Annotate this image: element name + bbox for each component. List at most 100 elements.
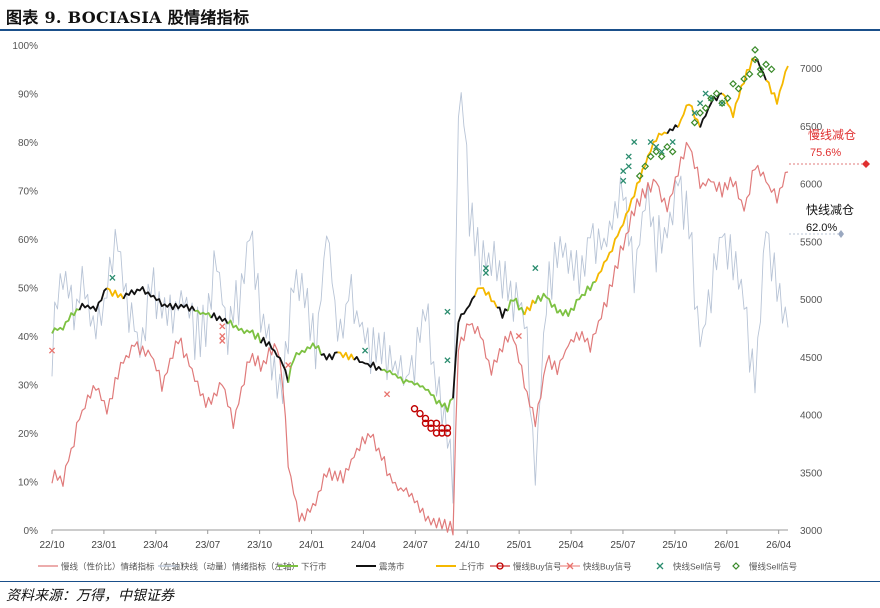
slow-sell-marker — [690, 118, 699, 127]
slow-sentiment-line — [51, 141, 789, 536]
left-tick-label: 40% — [18, 332, 38, 343]
fast-reduce-marker — [838, 230, 844, 238]
index-segment-up — [337, 351, 355, 361]
right-tick-label: 7000 — [800, 64, 823, 75]
sentiment-chart: 0% 10% 20% 30% 40% 50% 60% 70% 80% 90% 100% 3000 35… — [12, 41, 870, 572]
index-segment-range — [320, 351, 338, 361]
left-tick-label: 10% — [18, 478, 38, 489]
x-tick-label: 25/04 — [559, 540, 584, 551]
x-tick-label: 23/10 — [247, 540, 272, 551]
index-segment-up — [765, 65, 789, 105]
fast-sell-marker — [444, 308, 451, 315]
slow-sell-marker — [751, 55, 759, 64]
slow-buy-marker — [432, 419, 441, 427]
slow-sell-marker — [646, 152, 655, 161]
legend-label: 慢线Buy信号 — [513, 562, 562, 572]
index-segment-down — [534, 292, 559, 314]
legend-swatch-marker — [656, 562, 664, 570]
fast-sell-marker — [109, 274, 116, 281]
x-tick-label: 23/01 — [91, 540, 116, 551]
x-tick-label: 23/04 — [143, 540, 168, 551]
fast-sell-marker — [631, 138, 638, 146]
fast-buy-marker — [48, 347, 56, 354]
index-segment-down — [556, 280, 597, 317]
fast-reduce-label: 快线减仓 — [806, 203, 854, 217]
fast-sell-marker — [444, 357, 451, 364]
slow-sell-marker — [751, 46, 759, 54]
index-segment-range — [78, 287, 108, 312]
x-tick-label: 25/07 — [610, 540, 635, 551]
fast-sell-marker — [620, 177, 627, 184]
index-segment-up — [106, 287, 125, 300]
title-divider — [0, 29, 880, 31]
legend-label: 慢线（性价比）情绪指标（左轴） — [61, 562, 189, 572]
legend-label: 快线Sell信号 — [673, 562, 721, 572]
legend-label: 快线（动量）情绪指标（左轴） — [181, 562, 300, 572]
legend-item-fast: 快线（动量）情绪指标（左轴） — [158, 562, 300, 572]
index-segment-down — [381, 368, 454, 413]
fast-buy-marker — [285, 362, 292, 369]
index-segment-range — [699, 92, 723, 128]
left-tick-label: 30% — [18, 381, 38, 392]
slow-sell-marker — [663, 143, 672, 151]
fast-sell-marker — [658, 148, 665, 155]
slow-sell-marker — [668, 147, 677, 156]
left-tick-label: 100% — [12, 41, 38, 52]
left-tick-label: 20% — [18, 429, 38, 440]
index-segment-up — [622, 165, 646, 225]
slow-sell-marker — [762, 60, 770, 69]
left-tick-label: 70% — [18, 187, 38, 198]
right-tick-label: 4500 — [800, 353, 823, 364]
signal-markers — [48, 46, 776, 437]
index-segment-down — [194, 309, 213, 319]
index-segment-up — [474, 287, 498, 308]
right-tick-label: 4000 — [800, 411, 823, 422]
right-tick-label: 3500 — [800, 468, 823, 479]
legend-item-slow: 慢线（性价比）情绪指标（左轴） — [38, 562, 189, 572]
legend: 慢线（性价比）情绪指标（左轴）快线（动量）情绪指标（左轴） 下行市 震荡市 上行市 慢线… — [38, 562, 797, 572]
x-tick-label: 24/04 — [351, 540, 376, 551]
x-tick-label: 24/10 — [455, 540, 480, 551]
x-tick-label: 24/01 — [299, 540, 324, 551]
legend-swatch-marker — [496, 562, 504, 570]
slow-buy-marker — [427, 424, 435, 432]
slow-sell-marker — [635, 172, 644, 180]
legend-label: 快线Buy信号 — [583, 562, 632, 572]
source-divider — [0, 581, 880, 582]
left-tick-label: 0% — [24, 526, 39, 537]
fast-sell-marker — [620, 168, 627, 175]
x-tick-label: 24/07 — [403, 540, 428, 551]
right-tick-label: 6500 — [800, 122, 823, 133]
fast-sell-marker — [669, 138, 676, 146]
slow-reduce-value: 75.6% — [810, 147, 841, 159]
index-segment-up — [721, 57, 756, 119]
fast-sell-marker — [625, 153, 632, 160]
slow-sell-marker — [756, 65, 765, 74]
fast-sell-marker — [647, 138, 654, 146]
legend-item-slowsell: 慢线Sell信号 — [732, 562, 797, 572]
index-segment-up — [644, 131, 668, 167]
fast-sell-marker — [653, 143, 660, 150]
right-tick-label: 5500 — [800, 237, 823, 248]
index-segment-up — [677, 103, 701, 128]
x-tick-label: 25/10 — [662, 540, 687, 551]
fast-sell-marker — [482, 269, 489, 277]
legend-item-slowbuy: 慢线Buy信号 — [490, 562, 562, 572]
index-segment-range — [496, 306, 509, 319]
legend-item-down: 下行市 — [278, 562, 327, 572]
annotations-layer: 慢线减仓 75.6% 快线减仓 62.0% — [789, 128, 870, 238]
left-tick-label: 90% — [18, 90, 38, 101]
slow-sell-marker — [707, 94, 715, 103]
left-axis-ticks: 0% 10% 20% 30% 40% 50% 60% 70% 80% 90% 100% — [12, 41, 38, 537]
fast-sell-marker — [625, 163, 632, 170]
legend-label: 震荡市 — [379, 562, 405, 572]
slow-buy-marker — [443, 429, 452, 437]
index-segment-range — [353, 356, 383, 371]
series-layer — [51, 57, 789, 536]
x-axis-ticks: 22/10 23/01 23/04 23/07 23/10 24/01 24/04 24/07… — [39, 530, 792, 551]
slow-buy-marker — [443, 424, 452, 432]
slow-sell-marker — [696, 109, 704, 117]
fast-buy-marker — [383, 391, 391, 398]
slow-sell-marker — [652, 147, 661, 156]
index-segment-range — [457, 295, 476, 323]
